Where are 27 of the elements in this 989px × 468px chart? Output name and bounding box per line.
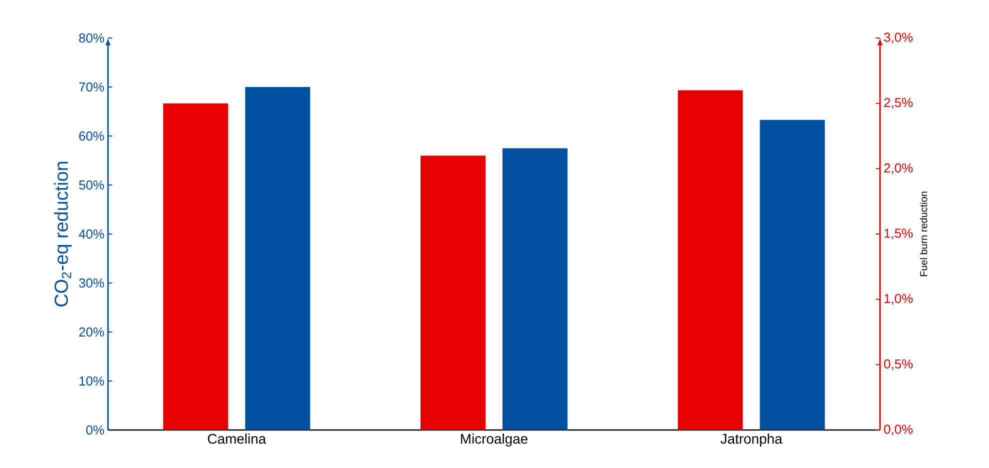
y2-tick-label: 0,5% (884, 359, 913, 370)
y-tick-label: 70% (79, 82, 104, 92)
y-tick-label: 40% (78, 229, 104, 239)
bar (760, 120, 825, 430)
y2-tick-label: 1,0% (884, 294, 913, 305)
y-tick-label: 10% (80, 376, 104, 386)
x-tick-label: Jatronpha (720, 434, 782, 447)
y-tick-label: 20% (79, 327, 104, 337)
x-tick-label: Microalgae (461, 434, 528, 447)
y2-tick-label: 3,0% (884, 32, 913, 44)
y-tick-label: 80% (79, 33, 104, 43)
bar (502, 148, 568, 430)
y-tick-label: 50% (79, 180, 104, 190)
y2-tick-label: 2,5% (884, 98, 913, 109)
y2-axis-title: Fuel burn reduction (920, 192, 928, 276)
y-tick-label: 0% (86, 425, 104, 435)
y2-tick-label: 2,0% (884, 163, 913, 174)
y2-tick-label: 0,0% (884, 424, 913, 436)
y-tick-label: 60% (79, 131, 104, 141)
bar (163, 103, 228, 430)
y-tick-label: 30% (79, 278, 104, 288)
y2-tick-label: 1,5% (884, 228, 913, 240)
bar (245, 86, 310, 430)
bar (678, 90, 743, 430)
bar (420, 156, 486, 430)
y-axis-title: CO$_{2}$-eq reduction (54, 162, 72, 306)
x-tick-label: Camelina (208, 434, 266, 444)
